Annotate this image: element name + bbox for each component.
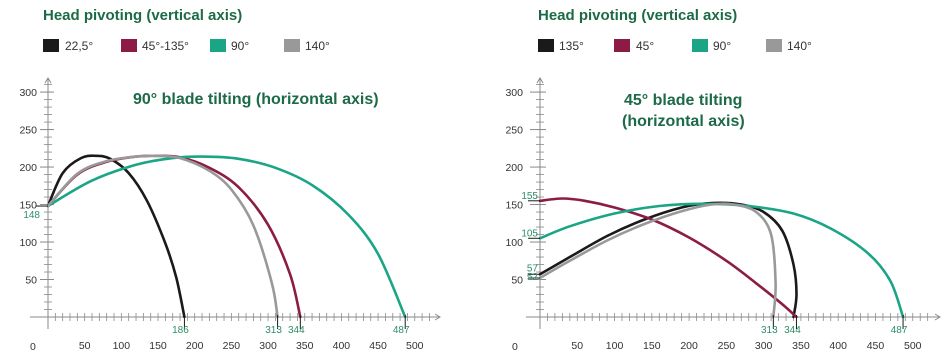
- legend-swatch-45: [614, 39, 630, 52]
- start-value-label: 148: [23, 210, 40, 221]
- y-tick-label: 250: [505, 125, 523, 137]
- start-value-label: 52: [527, 272, 539, 283]
- x-tick-label: 100: [113, 340, 131, 352]
- series-line-22-5: [46, 154, 186, 319]
- x-tick-label: 200: [186, 340, 204, 352]
- legend-label-45: 45°: [636, 39, 654, 53]
- y-tick-label: 300: [19, 87, 37, 99]
- y-tick-label: 100: [505, 237, 523, 249]
- left-origin-label: 0: [30, 341, 36, 353]
- x-tick-label: 150: [149, 340, 167, 352]
- series-line-140: [538, 202, 777, 319]
- right-chart-title-line-2: (horizontal axis): [622, 113, 745, 130]
- x-tick-label: 150: [643, 340, 661, 352]
- end-value-label: 344: [784, 325, 801, 336]
- x-tick-label: 50: [79, 340, 91, 352]
- end-value-label: 344: [288, 325, 305, 336]
- x-tick-label: 250: [223, 340, 241, 352]
- y-tick-label: 300: [505, 87, 523, 99]
- x-tick-label: 100: [606, 340, 624, 352]
- legend-label-22-5: 22,5°: [65, 39, 93, 53]
- x-tick-label: 250: [718, 340, 736, 352]
- end-value-label: 487: [393, 325, 410, 336]
- legend-label-90: 90°: [231, 39, 249, 53]
- legend-swatch-90: [210, 39, 226, 52]
- x-tick-label: 400: [333, 340, 351, 352]
- series-line-90: [46, 155, 407, 319]
- legend-label-140-right: 140°: [787, 39, 812, 53]
- end-value-label: 313: [761, 325, 778, 336]
- right-plot-area: 50 100 150 200 250 300 350 400 450 500 50 100 150 200…: [505, 77, 941, 352]
- x-tick-label: 200: [680, 340, 698, 352]
- end-value-label: 313: [265, 325, 282, 336]
- y-tick-label: 200: [505, 162, 523, 174]
- x-axis-arrow: [434, 313, 441, 321]
- y-tick-label: 200: [19, 162, 37, 174]
- right-panel: Head pivoting (vertical axis) 135° 45° 9…: [505, 7, 941, 353]
- right-heading: Head pivoting (vertical axis): [538, 7, 737, 24]
- series-line-135: [538, 201, 798, 319]
- end-value-label: 186: [172, 325, 189, 336]
- legend-swatch-22-5: [43, 39, 59, 52]
- series-line-140: [46, 154, 279, 319]
- y-axis-arrow: [44, 77, 52, 84]
- legend-label-140: 140°: [305, 39, 330, 53]
- x-tick-label: 350: [296, 340, 314, 352]
- legend-swatch-135: [538, 39, 554, 52]
- x-tick-label: 500: [904, 340, 922, 352]
- right-origin-label: 0: [512, 341, 518, 353]
- legend-swatch-90-right: [692, 39, 708, 52]
- x-tick-label: 350: [792, 340, 810, 352]
- start-value-label: 57: [527, 263, 539, 274]
- end-value-label: 487: [891, 325, 908, 336]
- series-line-45: [538, 197, 798, 319]
- left-plot-area: 50 100 150 200 250 300 350 400 450 500 50 100 150 200…: [19, 77, 441, 352]
- legend-swatch-140-right: [766, 39, 782, 52]
- legend-swatch-45-135: [121, 39, 137, 52]
- right-legend: 135° 45° 90° 140°: [538, 39, 812, 53]
- x-tick-label: 450: [369, 340, 387, 352]
- left-chart-title: 90° blade tilting (horizontal axis): [133, 91, 379, 108]
- y-tick-label: 250: [19, 125, 37, 137]
- x-tick-label: 500: [406, 340, 424, 352]
- right-chart-title-line-1: 45° blade tilting: [624, 92, 742, 109]
- legend-label-90-right: 90°: [713, 39, 731, 53]
- x-tick-label: 450: [867, 340, 885, 352]
- legend-label-135: 135°: [559, 39, 584, 53]
- y-tick-label: 100: [19, 237, 37, 249]
- x-tick-label: 300: [755, 340, 773, 352]
- left-legend: 22,5° 45°-135° 90° 140°: [43, 39, 330, 53]
- x-tick-label: 50: [571, 340, 583, 352]
- y-tick-label: 150: [505, 200, 523, 212]
- x-tick-label: 300: [259, 340, 277, 352]
- series-line-90: [538, 202, 905, 319]
- legend-swatch-140: [284, 39, 300, 52]
- start-value-label: 155: [521, 191, 538, 202]
- start-value-label: 105: [521, 228, 538, 239]
- y-axis-arrow: [536, 77, 544, 84]
- legend-label-45-135: 45°-135°: [142, 39, 189, 53]
- y-tick-label: 50: [25, 275, 37, 287]
- y-tick-label: 150: [19, 200, 37, 212]
- left-heading: Head pivoting (vertical axis): [43, 7, 242, 24]
- left-panel: Head pivoting (vertical axis) 22,5° 45°-…: [19, 7, 441, 353]
- x-axis-arrow: [934, 313, 941, 321]
- series-line-45-135: [46, 154, 302, 319]
- x-tick-label: 400: [829, 340, 847, 352]
- y-tick-label: 50: [511, 275, 523, 287]
